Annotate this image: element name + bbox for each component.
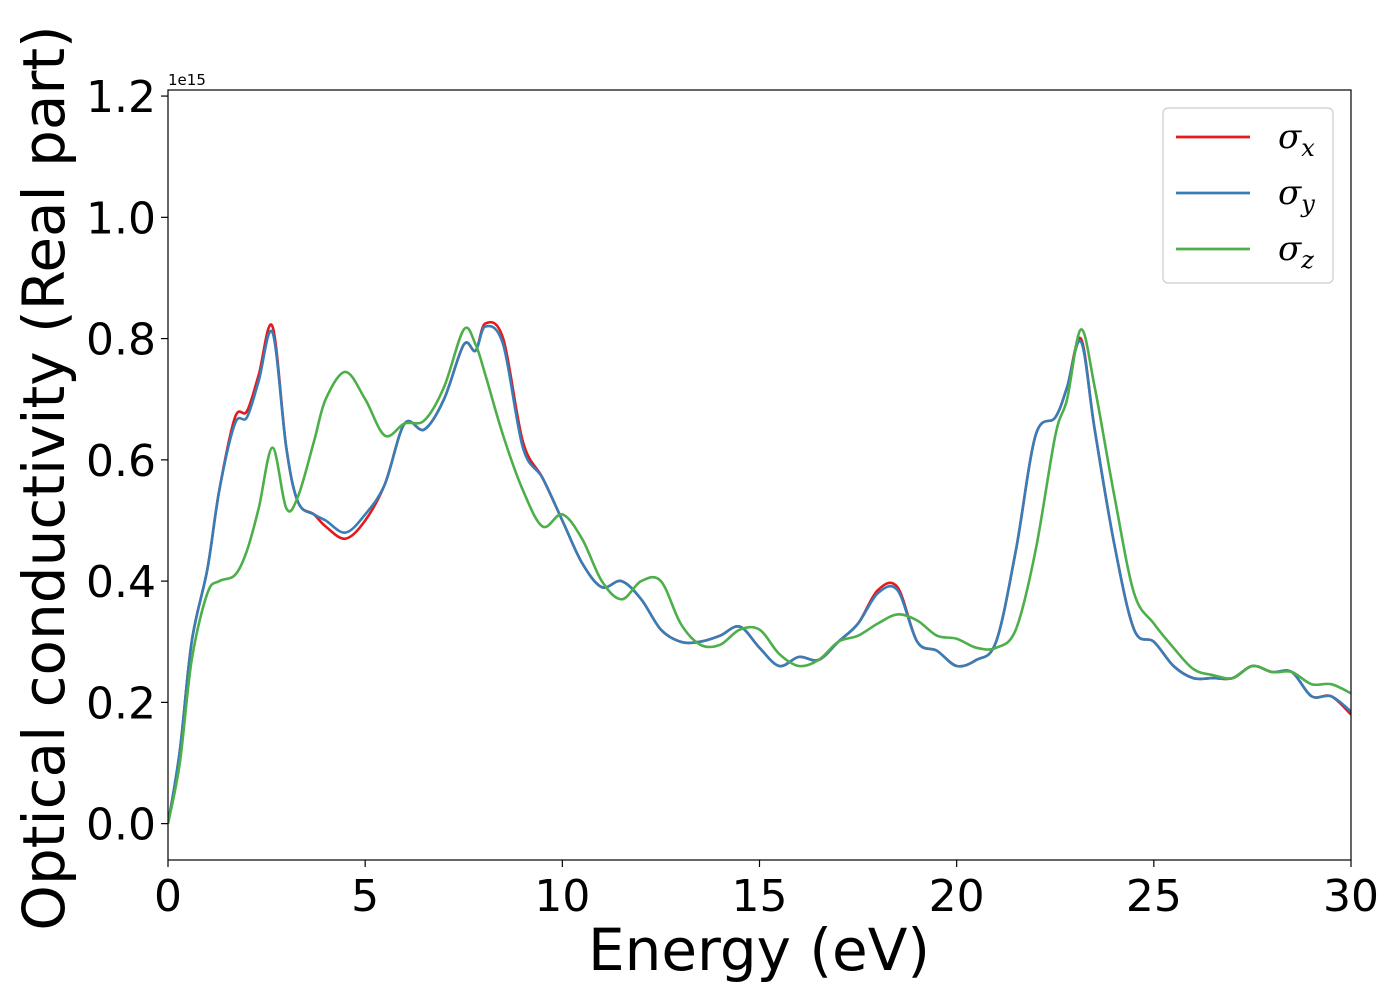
series-line-sigma-z [168, 326, 1351, 824]
x-tick-label: 5 [351, 871, 379, 922]
legend-box [1162, 107, 1334, 284]
y-tick-label: 0.6 [86, 436, 156, 487]
y-tick-label: 1.2 [86, 72, 156, 123]
x-tick-label: 20 [929, 871, 985, 922]
legend-label: σx [1278, 117, 1315, 162]
y-tick-label: 0.4 [86, 557, 156, 608]
x-axis-title: Energy (eV) [588, 916, 930, 984]
y-tick-label: 0.8 [86, 315, 156, 366]
y-axis-title: Optical conductivity (Real part) [10, 25, 78, 930]
axes-layer: 0 5 10 15 20 25 30 0.0 0.2 0.4 0.6 0.8 1.0 1.2 [86, 72, 1379, 922]
y-tick-label: 0.0 [86, 800, 156, 851]
x-tick-label: 15 [732, 871, 788, 922]
y-tick-label: 0.2 [86, 678, 156, 729]
y-tick-label: 1.0 [86, 193, 156, 244]
x-tick-label: 30 [1323, 871, 1379, 922]
legend-label: σy [1278, 173, 1315, 218]
y-offset-label: 1e15 [168, 71, 206, 89]
x-tick-label: 25 [1126, 871, 1182, 922]
x-tick-label: 0 [154, 871, 182, 922]
series-line-sigma-x [168, 320, 1351, 824]
series-layer [168, 320, 1351, 824]
legend-label: σz [1278, 229, 1314, 274]
x-tick-label: 10 [534, 871, 590, 922]
series-line-sigma-y [168, 324, 1351, 824]
legend: σx σy σz [1162, 107, 1334, 284]
